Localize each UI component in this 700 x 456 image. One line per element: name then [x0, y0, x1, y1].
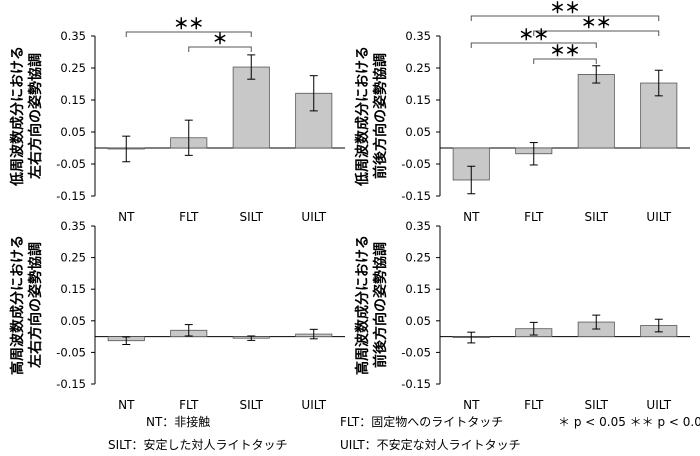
y-tick-label: -0.15: [56, 377, 86, 391]
y-tick-label: -0.15: [56, 189, 86, 203]
y-tick-label: 0.35: [60, 29, 86, 43]
y-axis-title-line: 左右方向の姿勢協調: [27, 53, 44, 180]
y-tick-label: 0.25: [60, 61, 86, 75]
y-tick-label: -0.05: [56, 345, 86, 359]
significance-label: ＊＊: [519, 26, 549, 44]
significance-bracket: [533, 30, 660, 36]
significance-label: ＊＊: [174, 15, 204, 33]
y-tick-label: 0.25: [60, 251, 86, 265]
significance-bracket: [470, 42, 597, 48]
y-tick-label: 0.05: [405, 125, 431, 139]
significance-bracket: [188, 46, 252, 52]
legend-nt: NT：非接触: [146, 415, 211, 429]
chart-panel-2: 0.35 0.25 0.15 0.05 -0.05 -0.15 NT FLT SILT UILT ＊…: [354, 0, 690, 224]
y-axis-title-line: 高周波数成分における: [9, 235, 26, 375]
y-axis-title-line: 前後方向の姿勢協調: [372, 53, 389, 179]
category-label: SILT: [584, 398, 608, 412]
y-tick-label: 0.15: [405, 93, 431, 107]
y-axis-title-line: 高周波数成分における: [354, 235, 371, 375]
significance-label: ＊＊: [550, 0, 580, 17]
bar: [577, 74, 615, 149]
y-axis-title-line: 低周波数成分における: [9, 46, 26, 187]
category-label: NT: [463, 210, 480, 224]
significance-label: ＊: [212, 30, 227, 48]
y-tick-label: 0.15: [60, 93, 86, 107]
y-tick-label: 0.05: [60, 314, 86, 328]
chart-panel-3: 0.35 0.25 0.15 0.05 -0.05 -0.15 NT FLT SILT UILT 高…: [9, 219, 345, 412]
y-tick-label: 0.35: [405, 29, 431, 43]
y-tick-label: -0.05: [401, 157, 431, 171]
bar: [232, 66, 270, 149]
legend-significance: ＊ p < 0.05 ＊＊ p < 0.01: [558, 415, 700, 429]
y-tick-label: 0.25: [405, 251, 431, 265]
y-axis-title-line: 前後方向の姿勢協調: [372, 242, 389, 368]
category-label: FLT: [524, 398, 544, 412]
category-label: SILT: [239, 210, 263, 224]
category-label: NT: [118, 210, 135, 224]
significance-bracket: [470, 15, 660, 21]
category-label: UILT: [301, 398, 326, 412]
y-tick-label: 0.25: [405, 61, 431, 75]
category-label: FLT: [524, 210, 544, 224]
significance-label: ＊＊: [550, 42, 580, 60]
y-axis-title-line: 低周波数成分における: [354, 46, 371, 187]
category-label: UILT: [646, 398, 671, 412]
legend-flt: FLT：固定物へのライトタッチ: [340, 415, 504, 429]
y-axis-title-line: 左右方向の姿勢協調: [27, 242, 44, 369]
category-label: FLT: [179, 398, 199, 412]
significance-label: ＊＊: [581, 14, 611, 32]
significance-bracket: [125, 31, 252, 37]
y-tick-label: 0.15: [60, 282, 86, 296]
chart-panel-1: 0.35 0.25 0.15 0.05 -0.05 -0.15 NT FLT SILT UILT ＊…: [9, 15, 345, 224]
y-tick-label: 0.15: [405, 282, 431, 296]
category-label: SILT: [239, 398, 263, 412]
y-tick-label: -0.05: [401, 345, 431, 359]
legend-uilt: UILT：不安定な対人ライトタッチ: [340, 438, 521, 452]
category-label: UILT: [646, 210, 671, 224]
chart-panel-4: 0.35 0.25 0.15 0.05 -0.05 -0.15 NT FLT SILT UILT 高…: [354, 219, 690, 412]
y-tick-label: -0.15: [401, 377, 431, 391]
category-label: NT: [463, 398, 480, 412]
category-label: FLT: [179, 210, 199, 224]
y-tick-label: 0.35: [405, 219, 431, 233]
y-tick-label: -0.05: [56, 157, 86, 171]
category-label: NT: [118, 398, 135, 412]
y-tick-label: 0.05: [60, 125, 86, 139]
y-tick-label: -0.15: [401, 189, 431, 203]
category-label: SILT: [584, 210, 608, 224]
significance-bracket: [533, 58, 597, 64]
bar: [295, 92, 333, 149]
y-tick-label: 0.35: [60, 219, 86, 233]
legend-silt: SILT：安定した対人ライトタッチ: [108, 438, 288, 452]
category-label: UILT: [301, 210, 326, 224]
y-tick-label: 0.05: [405, 314, 431, 328]
